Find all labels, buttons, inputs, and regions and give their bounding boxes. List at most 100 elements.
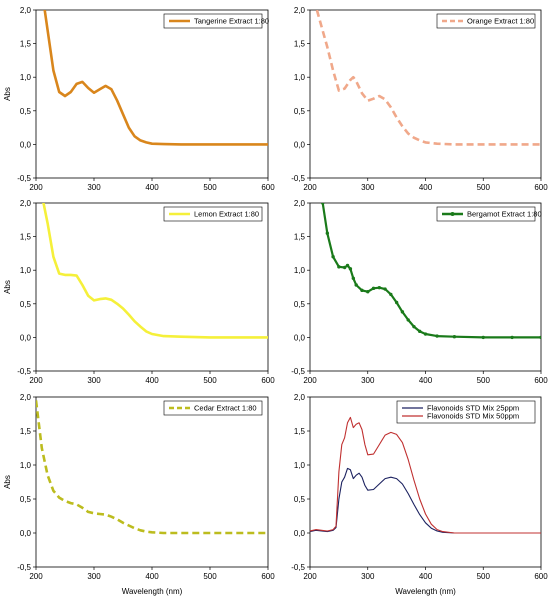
- legend-box: [163, 13, 263, 29]
- series-line: [310, 467, 541, 534]
- legend: Bergamot Extract 1:80: [436, 206, 542, 222]
- plot-frame: [309, 9, 542, 179]
- legend-box: [163, 206, 263, 222]
- data-point: [348, 267, 353, 271]
- legend: Lemon Extract 1:80: [163, 206, 263, 222]
- x-tick-label: 300: [361, 183, 375, 192]
- data-point: [435, 334, 439, 338]
- y-tick-label: 0,0: [294, 529, 306, 538]
- y-tick-label: -0,5: [291, 174, 305, 183]
- x-tick-label: 300: [87, 376, 101, 385]
- chart-panel-bottom-left: -0,5 0,0 0,5 1,0 1,5 2,0 200 300 400 500 600 Abs Wav…: [3, 393, 275, 596]
- legend-label: Flavonoids STD Mix 50ppm: [427, 412, 519, 421]
- plot-frame: [35, 9, 269, 179]
- data-point: [418, 329, 422, 334]
- y-tick-label: 1,0: [20, 73, 32, 82]
- x-tick-label: 500: [203, 376, 217, 385]
- y-tick-label: 0,0: [20, 333, 32, 342]
- y-tick-label: 1,0: [20, 266, 32, 275]
- x-tick-label: 400: [419, 376, 433, 385]
- x-tick-label: 300: [87, 183, 101, 192]
- y-tick-label: 1,0: [20, 461, 32, 470]
- legend-label: Cedar Extract 1:80: [194, 404, 257, 413]
- chart-panel-middle-left: -0,5 0,0 0,5 1,0 1,5 2,0 200 300 400 500 600 Abs Lem…: [3, 199, 275, 385]
- x-tick-label: 500: [477, 183, 491, 192]
- y-tick-label: -0,5: [17, 174, 31, 183]
- data-point: [331, 255, 335, 259]
- legend-box: [163, 400, 263, 416]
- y-tick-label: 1,5: [294, 427, 306, 436]
- y-tick-label: 0,5: [20, 107, 32, 116]
- x-axis-label: Wavelength (nm): [122, 587, 183, 596]
- y-tick-label: 2,0: [294, 6, 306, 15]
- y-tick-label: 0,5: [20, 495, 32, 504]
- y-tick-label: 1,5: [20, 233, 32, 242]
- chart-panel-bottom-right: -0,5 0,0 0,5 1,0 1,5 2,0 200 300 400 500 600 Wavele…: [291, 393, 548, 596]
- legend-label: Tangerine Extract 1:80: [194, 17, 269, 26]
- x-tick-label: 400: [145, 376, 159, 385]
- y-tick-label: 0,0: [20, 529, 32, 538]
- y-tick-label: 0,5: [294, 300, 306, 309]
- x-tick-label: 600: [534, 183, 548, 192]
- y-tick-label: 1,5: [20, 40, 32, 49]
- data-point: [394, 300, 399, 305]
- legend-marker: [450, 212, 455, 216]
- plot-frame: [35, 202, 269, 372]
- data-point: [360, 288, 364, 293]
- data-point: [383, 287, 387, 291]
- y-tick-label: 2,0: [20, 6, 32, 15]
- x-tick-label: 400: [145, 572, 159, 581]
- data-point: [539, 335, 541, 340]
- data-point: [371, 286, 376, 291]
- data-point: [337, 265, 341, 269]
- data-point: [321, 203, 325, 205]
- y-axis-label: Abs: [3, 87, 12, 101]
- legend: Orange Extract 1:80: [436, 13, 536, 29]
- y-tick-label: 1,5: [294, 40, 306, 49]
- y-tick-label: 2,0: [294, 199, 306, 208]
- series-line: [310, 416, 541, 534]
- data-point: [412, 324, 416, 329]
- y-tick-label: 0,5: [294, 495, 306, 504]
- legend-label: Flavonoids STD Mix 25ppm: [427, 404, 519, 413]
- y-tick-label: 0,0: [294, 140, 306, 149]
- legend-box: [436, 206, 536, 222]
- series-line: [43, 10, 268, 146]
- x-tick-label: 600: [534, 376, 548, 385]
- data-point: [354, 283, 358, 287]
- x-tick-label: 200: [303, 572, 317, 581]
- y-tick-label: 2,0: [20, 199, 32, 208]
- x-tick-label: 200: [303, 183, 317, 192]
- data-point: [389, 292, 393, 297]
- series-line: [321, 203, 541, 339]
- x-tick-label: 600: [261, 376, 275, 385]
- x-axis-label: Wavelength (nm): [395, 587, 456, 596]
- x-tick-label: 600: [261, 183, 275, 192]
- legend-label: Bergamot Extract 1:80: [467, 210, 542, 219]
- plot-frame: [309, 202, 542, 372]
- legend-label: Orange Extract 1:80: [467, 17, 534, 26]
- legend-box: [436, 13, 536, 29]
- x-tick-label: 600: [261, 572, 275, 581]
- x-tick-label: 400: [145, 183, 159, 192]
- y-tick-label: 1,5: [294, 233, 306, 242]
- data-point: [423, 332, 428, 336]
- data-point: [345, 263, 350, 268]
- data-point: [325, 231, 330, 235]
- x-tick-label: 400: [419, 183, 433, 192]
- legend: Tangerine Extract 1:80: [163, 13, 269, 29]
- series-line: [315, 10, 541, 146]
- y-tick-label: 1,5: [20, 427, 32, 436]
- data-point: [377, 285, 381, 290]
- data-point: [351, 276, 356, 280]
- y-axis-label: Abs: [3, 280, 12, 294]
- x-tick-label: 200: [29, 572, 43, 581]
- data-point: [510, 335, 514, 340]
- x-tick-label: 300: [361, 376, 375, 385]
- data-point: [452, 335, 457, 339]
- y-tick-label: 2,0: [20, 393, 32, 402]
- y-tick-label: -0,5: [291, 563, 305, 572]
- data-point: [342, 265, 347, 270]
